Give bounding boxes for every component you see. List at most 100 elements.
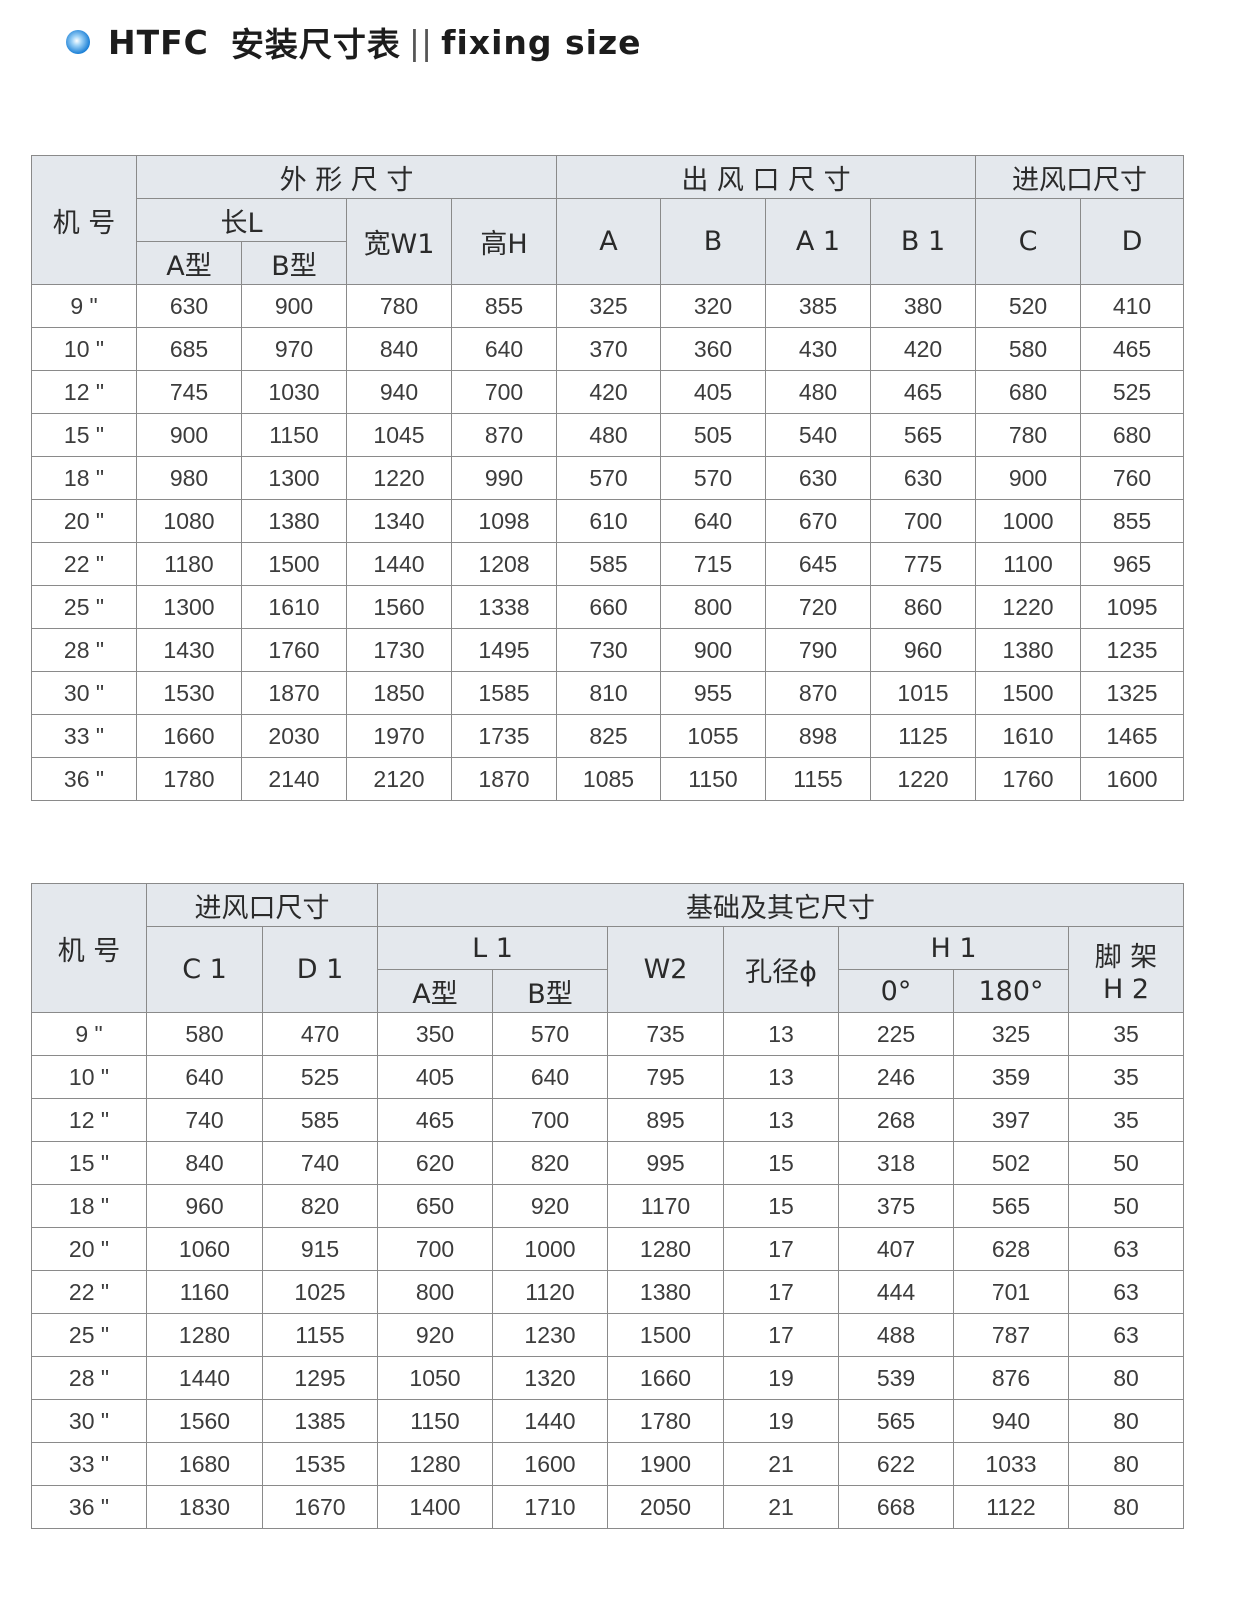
value-cell: 800 [660, 585, 766, 629]
model-cell: 22 " [31, 1270, 147, 1314]
value-cell: 1045 [346, 413, 452, 457]
header-base-size: 基础及其它尺寸 [376, 883, 1185, 927]
value-cell: 1500 [241, 542, 347, 586]
value-cell: 840 [146, 1141, 263, 1185]
value-cell: 670 [765, 499, 871, 543]
value-cell: 860 [869, 585, 977, 629]
value-cell: 17 [723, 1313, 839, 1357]
value-cell: 488 [838, 1313, 954, 1357]
header-type-b: B型 [241, 241, 347, 285]
model-cell: 9 " [31, 284, 137, 328]
value-cell: 960 [869, 628, 977, 672]
value-cell: 940 [346, 370, 452, 414]
value-cell: 1220 [869, 757, 977, 801]
table-row: 30 " 1530 1870 1850 1585 810 955 870 1015 1500 132… [31, 671, 1185, 715]
header-inlet-size: 进风口尺寸 [975, 155, 1185, 199]
table-row: 12 " 740 585 465 700 895 13 268 397 35 [31, 1098, 1185, 1142]
value-cell: 80 [1067, 1356, 1185, 1400]
value-cell: 700 [869, 499, 977, 543]
value-cell: 915 [262, 1227, 378, 1271]
header-h2: H 2 [1102, 973, 1150, 1005]
table-row: 15 " 840 740 620 820 995 15 318 502 50 [31, 1141, 1185, 1185]
value-cell: 1033 [953, 1442, 1069, 1486]
value-cell: 50 [1067, 1141, 1185, 1185]
value-cell: 540 [765, 413, 871, 457]
model-cell: 22 " [31, 542, 137, 586]
value-cell: 80 [1067, 1399, 1185, 1443]
value-cell: 1030 [241, 370, 347, 414]
header-c1: C 1 [146, 926, 263, 1013]
value-cell: 1280 [146, 1313, 263, 1357]
value-cell: 620 [377, 1141, 493, 1185]
value-cell: 640 [492, 1055, 608, 1099]
value-cell: 920 [377, 1313, 493, 1357]
table-row: 22 " 1160 1025 800 1120 1380 17 444 701 63 [31, 1270, 1185, 1314]
value-cell: 870 [765, 671, 871, 715]
value-cell: 1015 [869, 671, 977, 715]
value-cell: 350 [377, 1012, 493, 1056]
value-cell: 410 [1080, 284, 1185, 328]
value-cell: 585 [556, 542, 661, 586]
table-row: 10 " 685 970 840 640 370 360 430 420 580 465 [31, 327, 1185, 371]
value-cell: 1380 [607, 1270, 724, 1314]
model-cell: 12 " [31, 370, 137, 414]
value-cell: 1430 [136, 628, 242, 672]
value-cell: 470 [262, 1012, 378, 1056]
value-cell: 701 [953, 1270, 1069, 1314]
value-cell: 1180 [136, 542, 242, 586]
value-cell: 900 [241, 284, 347, 328]
value-cell: 580 [146, 1012, 263, 1056]
value-cell: 246 [838, 1055, 954, 1099]
value-cell: 1760 [975, 757, 1082, 801]
header-type-a: A型 [377, 969, 493, 1013]
value-cell: 1710 [492, 1485, 608, 1529]
title-separator: || [408, 22, 434, 62]
value-cell: 795 [607, 1055, 724, 1099]
header-stand-h2: 脚 架 H 2 [1067, 926, 1185, 1013]
value-cell: 700 [492, 1098, 608, 1142]
value-cell: 1080 [136, 499, 242, 543]
dimension-table-1: 机 号 外 形 尺 寸 出 风 口 尺 寸 进风口尺寸 长L 宽W1 高H A … [31, 155, 1185, 801]
value-cell: 630 [869, 456, 977, 500]
value-cell: 21 [723, 1485, 839, 1529]
table-row: 36 " 1830 1670 1400 1710 2050 21 668 1122 80 [31, 1485, 1185, 1529]
value-cell: 650 [377, 1184, 493, 1228]
table-row: 18 " 980 1300 1220 990 570 570 630 630 900 760 [31, 456, 1185, 500]
value-cell: 876 [953, 1356, 1069, 1400]
value-cell: 720 [765, 585, 871, 629]
value-cell: 1150 [241, 413, 347, 457]
value-cell: 685 [136, 327, 242, 371]
value-cell: 970 [241, 327, 347, 371]
value-cell: 820 [492, 1141, 608, 1185]
model-cell: 28 " [31, 1356, 147, 1400]
table-row: 22 " 1180 1500 1440 1208 585 715 645 775 1100 965 [31, 542, 1185, 586]
header-180-deg: 180° [953, 969, 1069, 1013]
value-cell: 610 [556, 499, 661, 543]
value-cell: 1025 [262, 1270, 378, 1314]
value-cell: 1150 [660, 757, 766, 801]
value-cell: 790 [765, 628, 871, 672]
value-cell: 1970 [346, 714, 452, 758]
value-cell: 80 [1067, 1485, 1185, 1529]
value-cell: 1150 [377, 1399, 493, 1443]
model-cell: 9 " [31, 1012, 147, 1056]
header-a1: A 1 [765, 198, 871, 285]
header-width-w1: 宽W1 [346, 198, 452, 285]
model-cell: 28 " [31, 628, 137, 672]
value-cell: 444 [838, 1270, 954, 1314]
value-cell: 1610 [975, 714, 1082, 758]
title-cn: 安装尺寸表 [230, 25, 401, 64]
value-cell: 995 [607, 1141, 724, 1185]
value-cell: 1385 [262, 1399, 378, 1443]
model-cell: 10 " [31, 327, 137, 371]
value-cell: 1100 [975, 542, 1082, 586]
model-cell: 18 " [31, 1184, 147, 1228]
header-hole-diameter: 孔径ϕ [723, 926, 839, 1013]
model-cell: 36 " [31, 1485, 147, 1529]
value-cell: 465 [1080, 327, 1185, 371]
value-cell: 1440 [492, 1399, 608, 1443]
value-cell: 565 [869, 413, 977, 457]
value-cell: 1095 [1080, 585, 1185, 629]
table-row: 33 " 1680 1535 1280 1600 1900 21 622 1033 80 [31, 1442, 1185, 1486]
table-row: 25 " 1300 1610 1560 1338 660 800 720 860 1220 1095 [31, 585, 1185, 629]
